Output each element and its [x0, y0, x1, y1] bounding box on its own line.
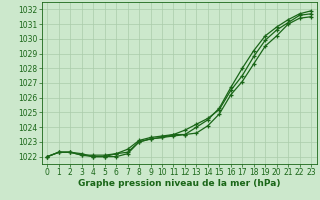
X-axis label: Graphe pression niveau de la mer (hPa): Graphe pression niveau de la mer (hPa): [78, 179, 280, 188]
